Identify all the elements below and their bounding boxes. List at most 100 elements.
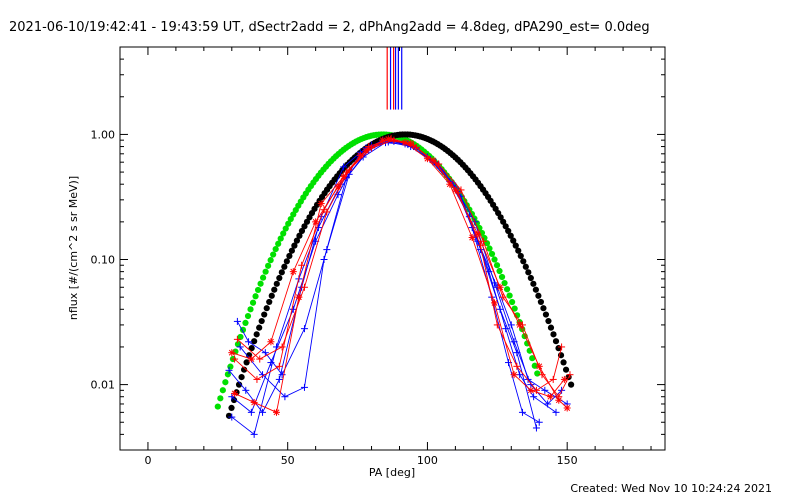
fit-point — [520, 258, 527, 265]
fit-point — [258, 317, 265, 325]
data-point — [242, 386, 250, 394]
data-point — [538, 371, 546, 379]
fit-point — [496, 267, 503, 275]
data-point — [312, 218, 320, 226]
marker-d2 — [547, 393, 554, 400]
data-point — [247, 408, 255, 416]
fit-point — [491, 256, 498, 263]
data-point — [558, 343, 566, 351]
fit-point — [282, 225, 289, 232]
fit-point — [254, 286, 262, 294]
fit-point — [248, 345, 255, 352]
marker-d2 — [312, 218, 319, 225]
data-point — [566, 371, 574, 379]
fit-point — [534, 370, 541, 377]
data-point — [544, 400, 552, 408]
data-point — [250, 398, 258, 406]
fit-point — [503, 286, 511, 293]
fit-point — [535, 292, 542, 299]
data-point — [457, 186, 465, 194]
data-point — [317, 200, 325, 208]
fit-point — [257, 280, 264, 287]
x-axis-label: PA [deg] — [369, 466, 415, 479]
x-tick-label: 50 — [281, 454, 295, 467]
data-point — [368, 144, 376, 152]
created-timestamp: Created: Wed Nov 10 10:24:24 2021 — [570, 482, 772, 495]
fit-point — [287, 215, 294, 223]
data-point — [510, 371, 518, 379]
data-point — [510, 338, 518, 346]
y-axis-label: nflux [#/(cm^2 s sr MeV)] — [67, 176, 80, 320]
data-point — [225, 366, 233, 374]
fit-point — [527, 274, 534, 282]
data-point — [541, 386, 549, 394]
data-point — [477, 241, 485, 249]
x-tick-label: 150 — [557, 454, 578, 467]
y-tick-label: 0.01 — [91, 379, 116, 392]
fit-point — [230, 396, 238, 404]
fit-point — [545, 317, 552, 325]
fit-point — [488, 250, 496, 258]
series-polyline — [236, 140, 568, 405]
fit-point — [225, 412, 233, 419]
marker-d2 — [527, 387, 534, 394]
x-tick-label: 0 — [144, 454, 151, 467]
marker-d2 — [561, 376, 568, 383]
chart-title: 2021-06-10/19:42:41 - 19:43:59 UT, dSect… — [9, 20, 650, 35]
data-point — [563, 404, 571, 412]
fit-point — [270, 251, 277, 258]
data-point — [496, 305, 504, 313]
marker-d2 — [228, 349, 235, 356]
data-point — [275, 375, 283, 383]
fit-point — [530, 280, 537, 287]
fit-point — [500, 218, 507, 225]
data-point — [518, 408, 526, 416]
fit-point — [262, 268, 269, 275]
data-point — [320, 256, 328, 264]
fit-point — [501, 279, 508, 287]
fit-point — [261, 311, 268, 318]
fit-point — [243, 359, 250, 366]
fit-point — [517, 252, 524, 260]
fit-curve — [225, 131, 575, 419]
x-axis-ticks: 0 50 100 150 — [144, 47, 652, 467]
fit-point — [281, 263, 288, 270]
fit-point — [266, 298, 273, 306]
fit-point — [542, 311, 550, 318]
y-tick-label: 0.10 — [91, 254, 116, 267]
fit-point — [285, 220, 292, 227]
data-point — [412, 143, 420, 151]
fit-point — [562, 366, 570, 373]
fit-point — [263, 305, 270, 312]
fit-point — [259, 274, 267, 281]
series-polyline — [239, 139, 537, 429]
x-tick-label: 100 — [417, 454, 438, 467]
fit-point — [283, 258, 290, 265]
data-point — [499, 293, 507, 301]
y-axis-ticks: 0.01 0.10 1.00 — [91, 46, 665, 451]
fit-point — [265, 262, 272, 269]
data-point — [298, 261, 306, 269]
data-point — [256, 355, 264, 363]
fit-point — [244, 312, 252, 320]
fit-point — [510, 237, 517, 244]
fit-point — [278, 269, 285, 276]
data-point — [555, 393, 563, 401]
data-point — [323, 208, 331, 216]
fit-point — [505, 227, 512, 235]
data-point — [532, 424, 540, 432]
fit-point — [267, 257, 274, 264]
series-line — [228, 139, 566, 438]
fit-point — [529, 355, 536, 362]
fit-point — [251, 338, 258, 345]
fit-point — [552, 338, 560, 345]
data-point — [435, 160, 443, 168]
data-point — [278, 371, 286, 379]
data-point — [231, 389, 239, 397]
fit-point — [271, 286, 278, 293]
fit-point — [240, 366, 248, 373]
fit-point — [507, 232, 514, 239]
marker-d2 — [536, 363, 543, 370]
data-point — [247, 355, 255, 363]
